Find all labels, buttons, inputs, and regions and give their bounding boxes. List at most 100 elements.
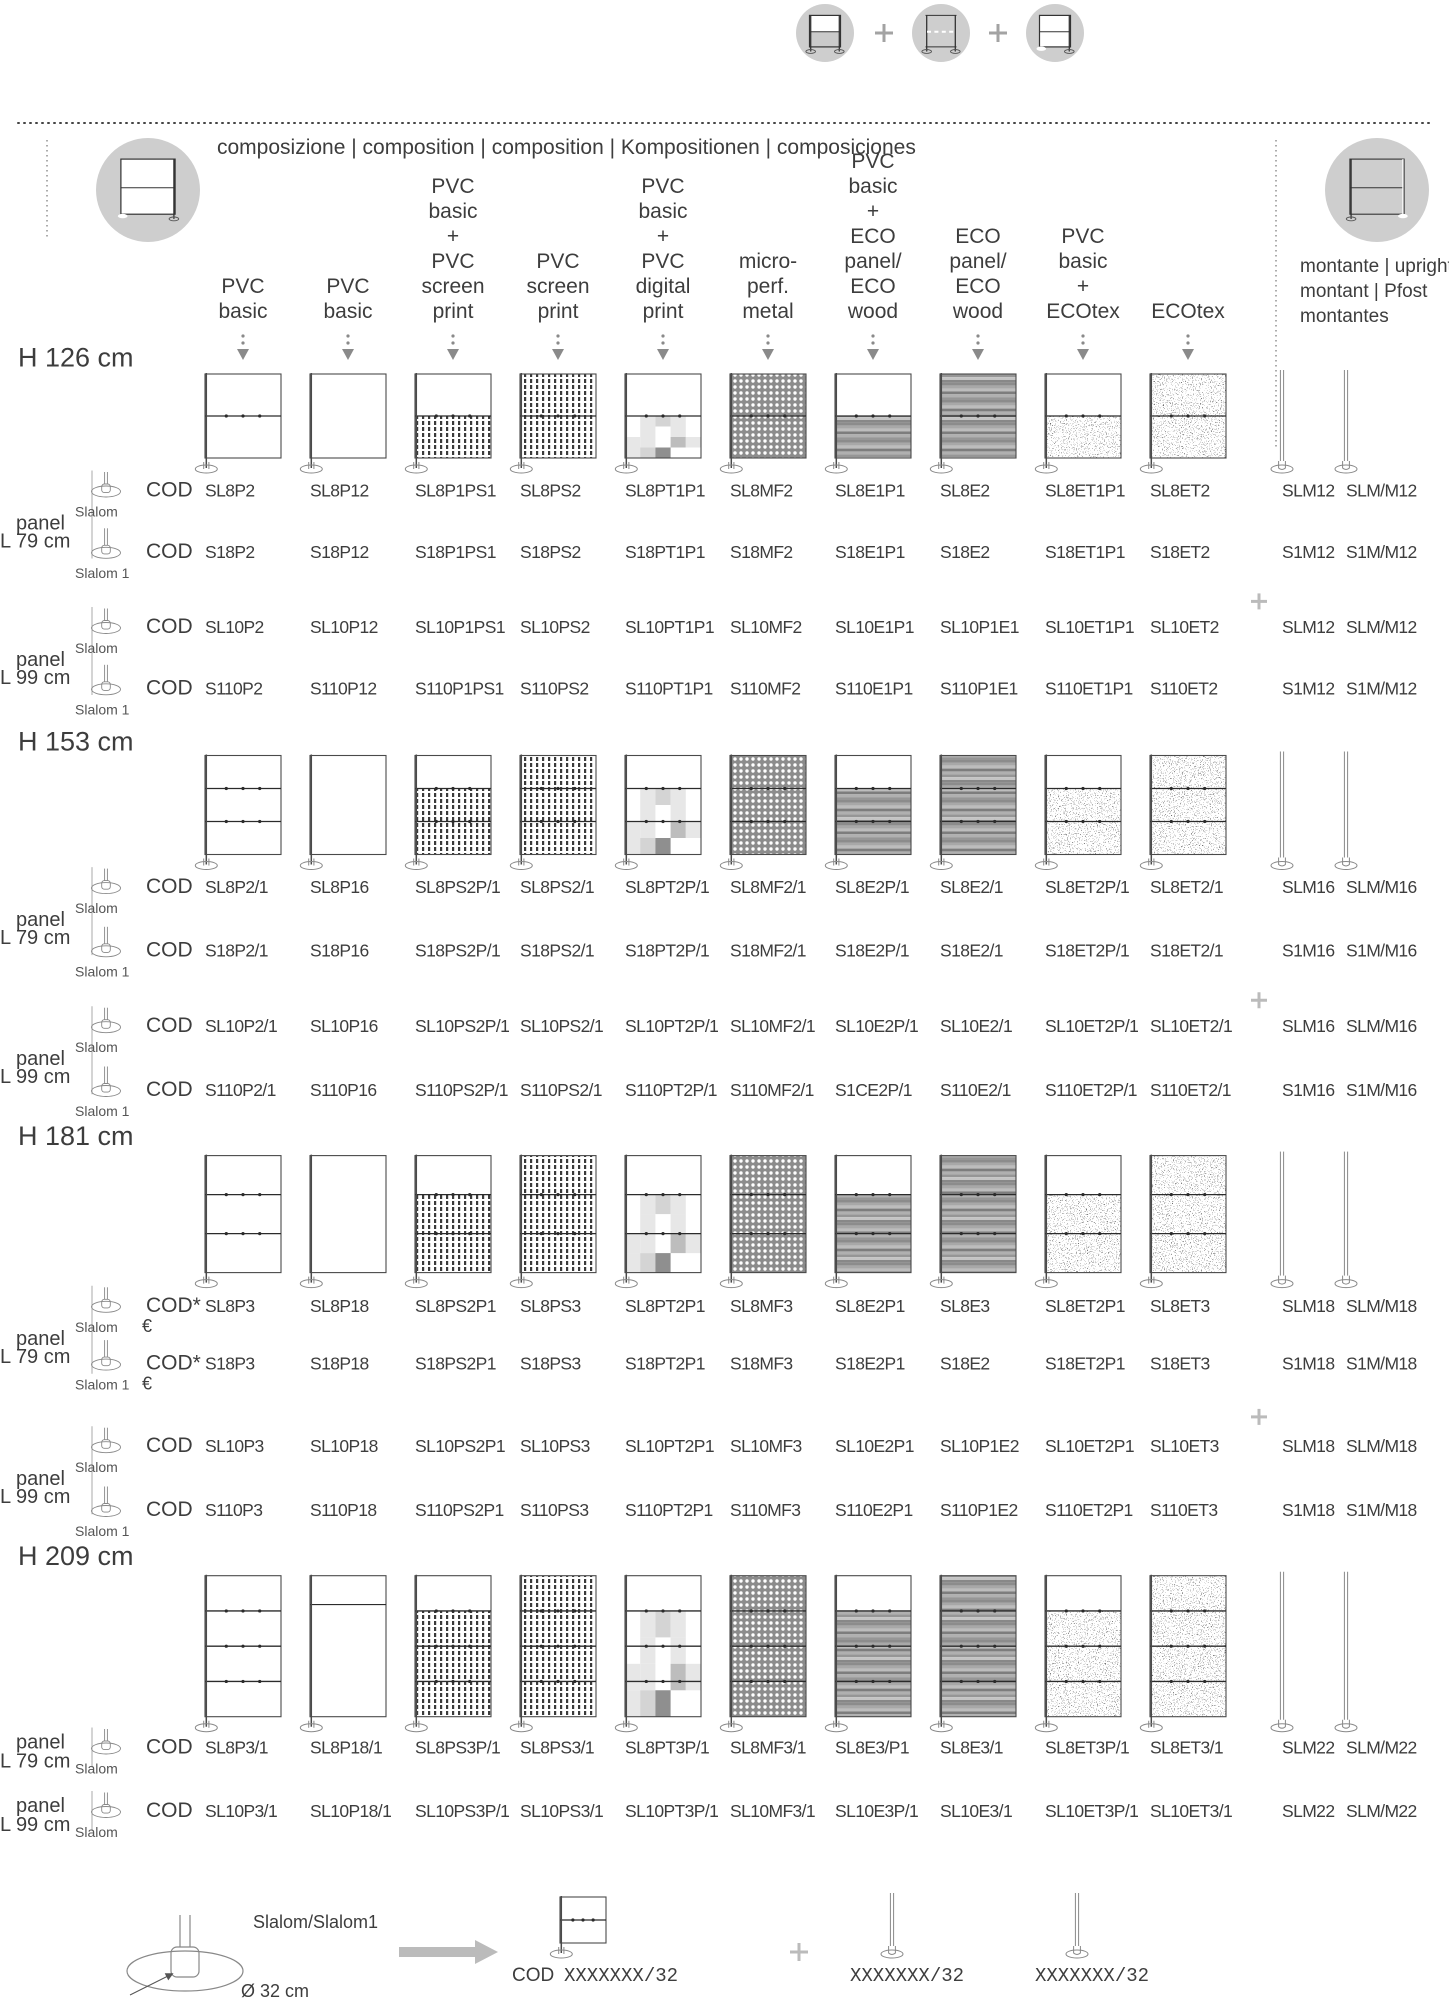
svg-text:S18ET2P1: S18ET2P1 bbox=[1045, 1354, 1125, 1374]
svg-text:SL8PS2/1: SL8PS2/1 bbox=[520, 877, 594, 897]
svg-text:SL8ET3: SL8ET3 bbox=[1150, 1296, 1210, 1316]
svg-text:S110P12: S110P12 bbox=[310, 678, 377, 698]
svg-text:S110P2/1: S110P2/1 bbox=[205, 1080, 276, 1100]
svg-text:S110ET2: S110ET2 bbox=[1150, 678, 1217, 698]
svg-text:SL8ET2: SL8ET2 bbox=[1150, 481, 1210, 501]
svg-text:montant | Pfost: montant | Pfost bbox=[1300, 281, 1428, 302]
svg-text:SL8PT2P/1: SL8PT2P/1 bbox=[625, 877, 709, 897]
svg-text:S110ET2P/1: S110ET2P/1 bbox=[1045, 1080, 1137, 1100]
svg-text:PVC: PVC bbox=[326, 275, 369, 298]
svg-text:SL8E2P1: SL8E2P1 bbox=[835, 1296, 905, 1316]
svg-text:SL8PT2P1: SL8PT2P1 bbox=[625, 1296, 705, 1316]
svg-text:COD*: COD* bbox=[146, 1352, 201, 1375]
svg-text:COD: COD bbox=[512, 1965, 554, 1986]
svg-text:SLM/M16: SLM/M16 bbox=[1346, 1016, 1417, 1036]
svg-text:L 99 cm: L 99 cm bbox=[0, 1066, 70, 1088]
svg-text:wood: wood bbox=[847, 300, 898, 323]
svg-text:SL10P1E1: SL10P1E1 bbox=[940, 617, 1019, 637]
svg-text:L 79 cm: L 79 cm bbox=[0, 927, 70, 949]
svg-text:SL8PS2: SL8PS2 bbox=[520, 481, 581, 501]
svg-text:S18P16: S18P16 bbox=[310, 940, 369, 960]
svg-text:S18ET3: S18ET3 bbox=[1150, 1354, 1210, 1374]
svg-text:SL8P3/1: SL8P3/1 bbox=[205, 1738, 268, 1758]
svg-text:SL8P1PS1: SL8P1PS1 bbox=[415, 481, 496, 501]
svg-text:Slalom 1: Slalom 1 bbox=[75, 701, 130, 717]
svg-text:Slalom: Slalom bbox=[75, 504, 118, 520]
svg-text:SLM/M18: SLM/M18 bbox=[1346, 1296, 1417, 1316]
svg-text:SL10PS3/1: SL10PS3/1 bbox=[520, 1801, 603, 1821]
svg-text:COD: COD bbox=[146, 875, 193, 898]
svg-text:S1M/M16: S1M/M16 bbox=[1346, 940, 1417, 960]
svg-text:SL10E3P/1: SL10E3P/1 bbox=[835, 1801, 918, 1821]
svg-text:Slalom: Slalom bbox=[75, 1824, 118, 1840]
svg-text:wood: wood bbox=[952, 300, 1003, 323]
svg-text:+: + bbox=[447, 225, 459, 248]
svg-text:SLM/M22: SLM/M22 bbox=[1346, 1738, 1417, 1758]
svg-text:Slalom 1: Slalom 1 bbox=[75, 565, 130, 581]
svg-text:SL10P2/1: SL10P2/1 bbox=[205, 1016, 277, 1036]
svg-text:S110PS2/1: S110PS2/1 bbox=[520, 1080, 602, 1100]
svg-text:S1M/M18: S1M/M18 bbox=[1346, 1500, 1417, 1520]
svg-text:montantes: montantes bbox=[1300, 306, 1389, 327]
svg-text:SL8PS3/1: SL8PS3/1 bbox=[520, 1738, 594, 1758]
svg-text:SL8ET3P/1: SL8ET3P/1 bbox=[1045, 1738, 1129, 1758]
svg-text:SL10MF3/1: SL10MF3/1 bbox=[730, 1801, 815, 1821]
svg-text:S1M/M12: S1M/M12 bbox=[1346, 678, 1417, 698]
svg-text:Slalom 1: Slalom 1 bbox=[75, 1377, 130, 1393]
svg-text:S18PS2/1: S18PS2/1 bbox=[520, 940, 594, 960]
svg-text:PVC: PVC bbox=[431, 175, 474, 198]
svg-text:Slalom: Slalom bbox=[75, 900, 118, 916]
svg-text:COD*: COD* bbox=[146, 1294, 201, 1317]
svg-text:XXXXXXX/32: XXXXXXX/32 bbox=[1035, 1965, 1149, 1987]
svg-text:SL10ET2P1: SL10ET2P1 bbox=[1045, 1436, 1134, 1456]
svg-text:H 153 cm: H 153 cm bbox=[18, 726, 134, 756]
svg-text:SL8PT1P1: SL8PT1P1 bbox=[625, 481, 705, 501]
svg-text:S1M18: S1M18 bbox=[1282, 1500, 1334, 1520]
svg-text:SL10E2P1: SL10E2P1 bbox=[835, 1436, 914, 1456]
svg-text:SL10ET3: SL10ET3 bbox=[1150, 1436, 1219, 1456]
svg-text:SLM/M22: SLM/M22 bbox=[1346, 1801, 1417, 1821]
svg-text:basic: basic bbox=[218, 300, 267, 323]
svg-text:S110P18: S110P18 bbox=[310, 1500, 377, 1520]
svg-text:S110P16: S110P16 bbox=[310, 1080, 377, 1100]
svg-text:Slalom 1: Slalom 1 bbox=[75, 1523, 130, 1539]
svg-text:SL8ET1P1: SL8ET1P1 bbox=[1045, 481, 1125, 501]
svg-text:COD: COD bbox=[146, 1434, 193, 1457]
svg-text:perf.: perf. bbox=[747, 275, 789, 298]
svg-text:basic: basic bbox=[848, 175, 897, 198]
svg-text:composizione | composition | c: composizione | composition | composition… bbox=[217, 136, 916, 159]
svg-text:screen: screen bbox=[526, 275, 589, 298]
svg-text:basic: basic bbox=[1058, 250, 1107, 273]
svg-text:SL10ET3P/1: SL10ET3P/1 bbox=[1045, 1801, 1138, 1821]
svg-text:PVC: PVC bbox=[536, 250, 579, 273]
svg-text:Slalom/Slalom1: Slalom/Slalom1 bbox=[253, 1912, 378, 1932]
svg-text:SL10PS3: SL10PS3 bbox=[520, 1436, 590, 1456]
svg-text:basic: basic bbox=[323, 300, 372, 323]
svg-text:S18E1P1: S18E1P1 bbox=[835, 542, 905, 562]
svg-text:S1CE2P/1: S1CE2P/1 bbox=[835, 1080, 912, 1100]
svg-text:S110P3: S110P3 bbox=[205, 1500, 262, 1520]
svg-text:SL8E3/1: SL8E3/1 bbox=[940, 1738, 1003, 1758]
svg-text:COD: COD bbox=[146, 1498, 193, 1521]
svg-text:COD: COD bbox=[146, 1736, 193, 1759]
svg-text:S18E2: S18E2 bbox=[940, 1354, 990, 1374]
svg-text:L 79 cm: L 79 cm bbox=[0, 531, 70, 553]
svg-text:€: € bbox=[142, 1374, 152, 1394]
svg-text:SL8P16: SL8P16 bbox=[310, 877, 369, 897]
svg-text:ECO: ECO bbox=[850, 225, 896, 248]
svg-text:S18P3: S18P3 bbox=[205, 1354, 255, 1374]
svg-text:SL10P3/1: SL10P3/1 bbox=[205, 1801, 277, 1821]
svg-text:SLM/M12: SLM/M12 bbox=[1346, 617, 1417, 637]
svg-text:ECOtex: ECOtex bbox=[1046, 300, 1120, 323]
svg-text:SL10PT3P/1: SL10PT3P/1 bbox=[625, 1801, 718, 1821]
svg-text:S18PS3: S18PS3 bbox=[520, 1354, 581, 1374]
svg-text:S18PT2P/1: S18PT2P/1 bbox=[625, 940, 709, 960]
svg-text:S18P2: S18P2 bbox=[205, 542, 255, 562]
svg-text:SL10PS3P/1: SL10PS3P/1 bbox=[415, 1801, 509, 1821]
svg-text:panel/: panel/ bbox=[949, 250, 1006, 273]
svg-text:PVC: PVC bbox=[1061, 225, 1104, 248]
svg-text:S18MF2/1: S18MF2/1 bbox=[730, 940, 806, 960]
svg-text:S110ET2P1: S110ET2P1 bbox=[1045, 1500, 1133, 1520]
svg-text:S110PS2P/1: S110PS2P/1 bbox=[415, 1080, 508, 1100]
svg-text:+: + bbox=[867, 200, 879, 223]
